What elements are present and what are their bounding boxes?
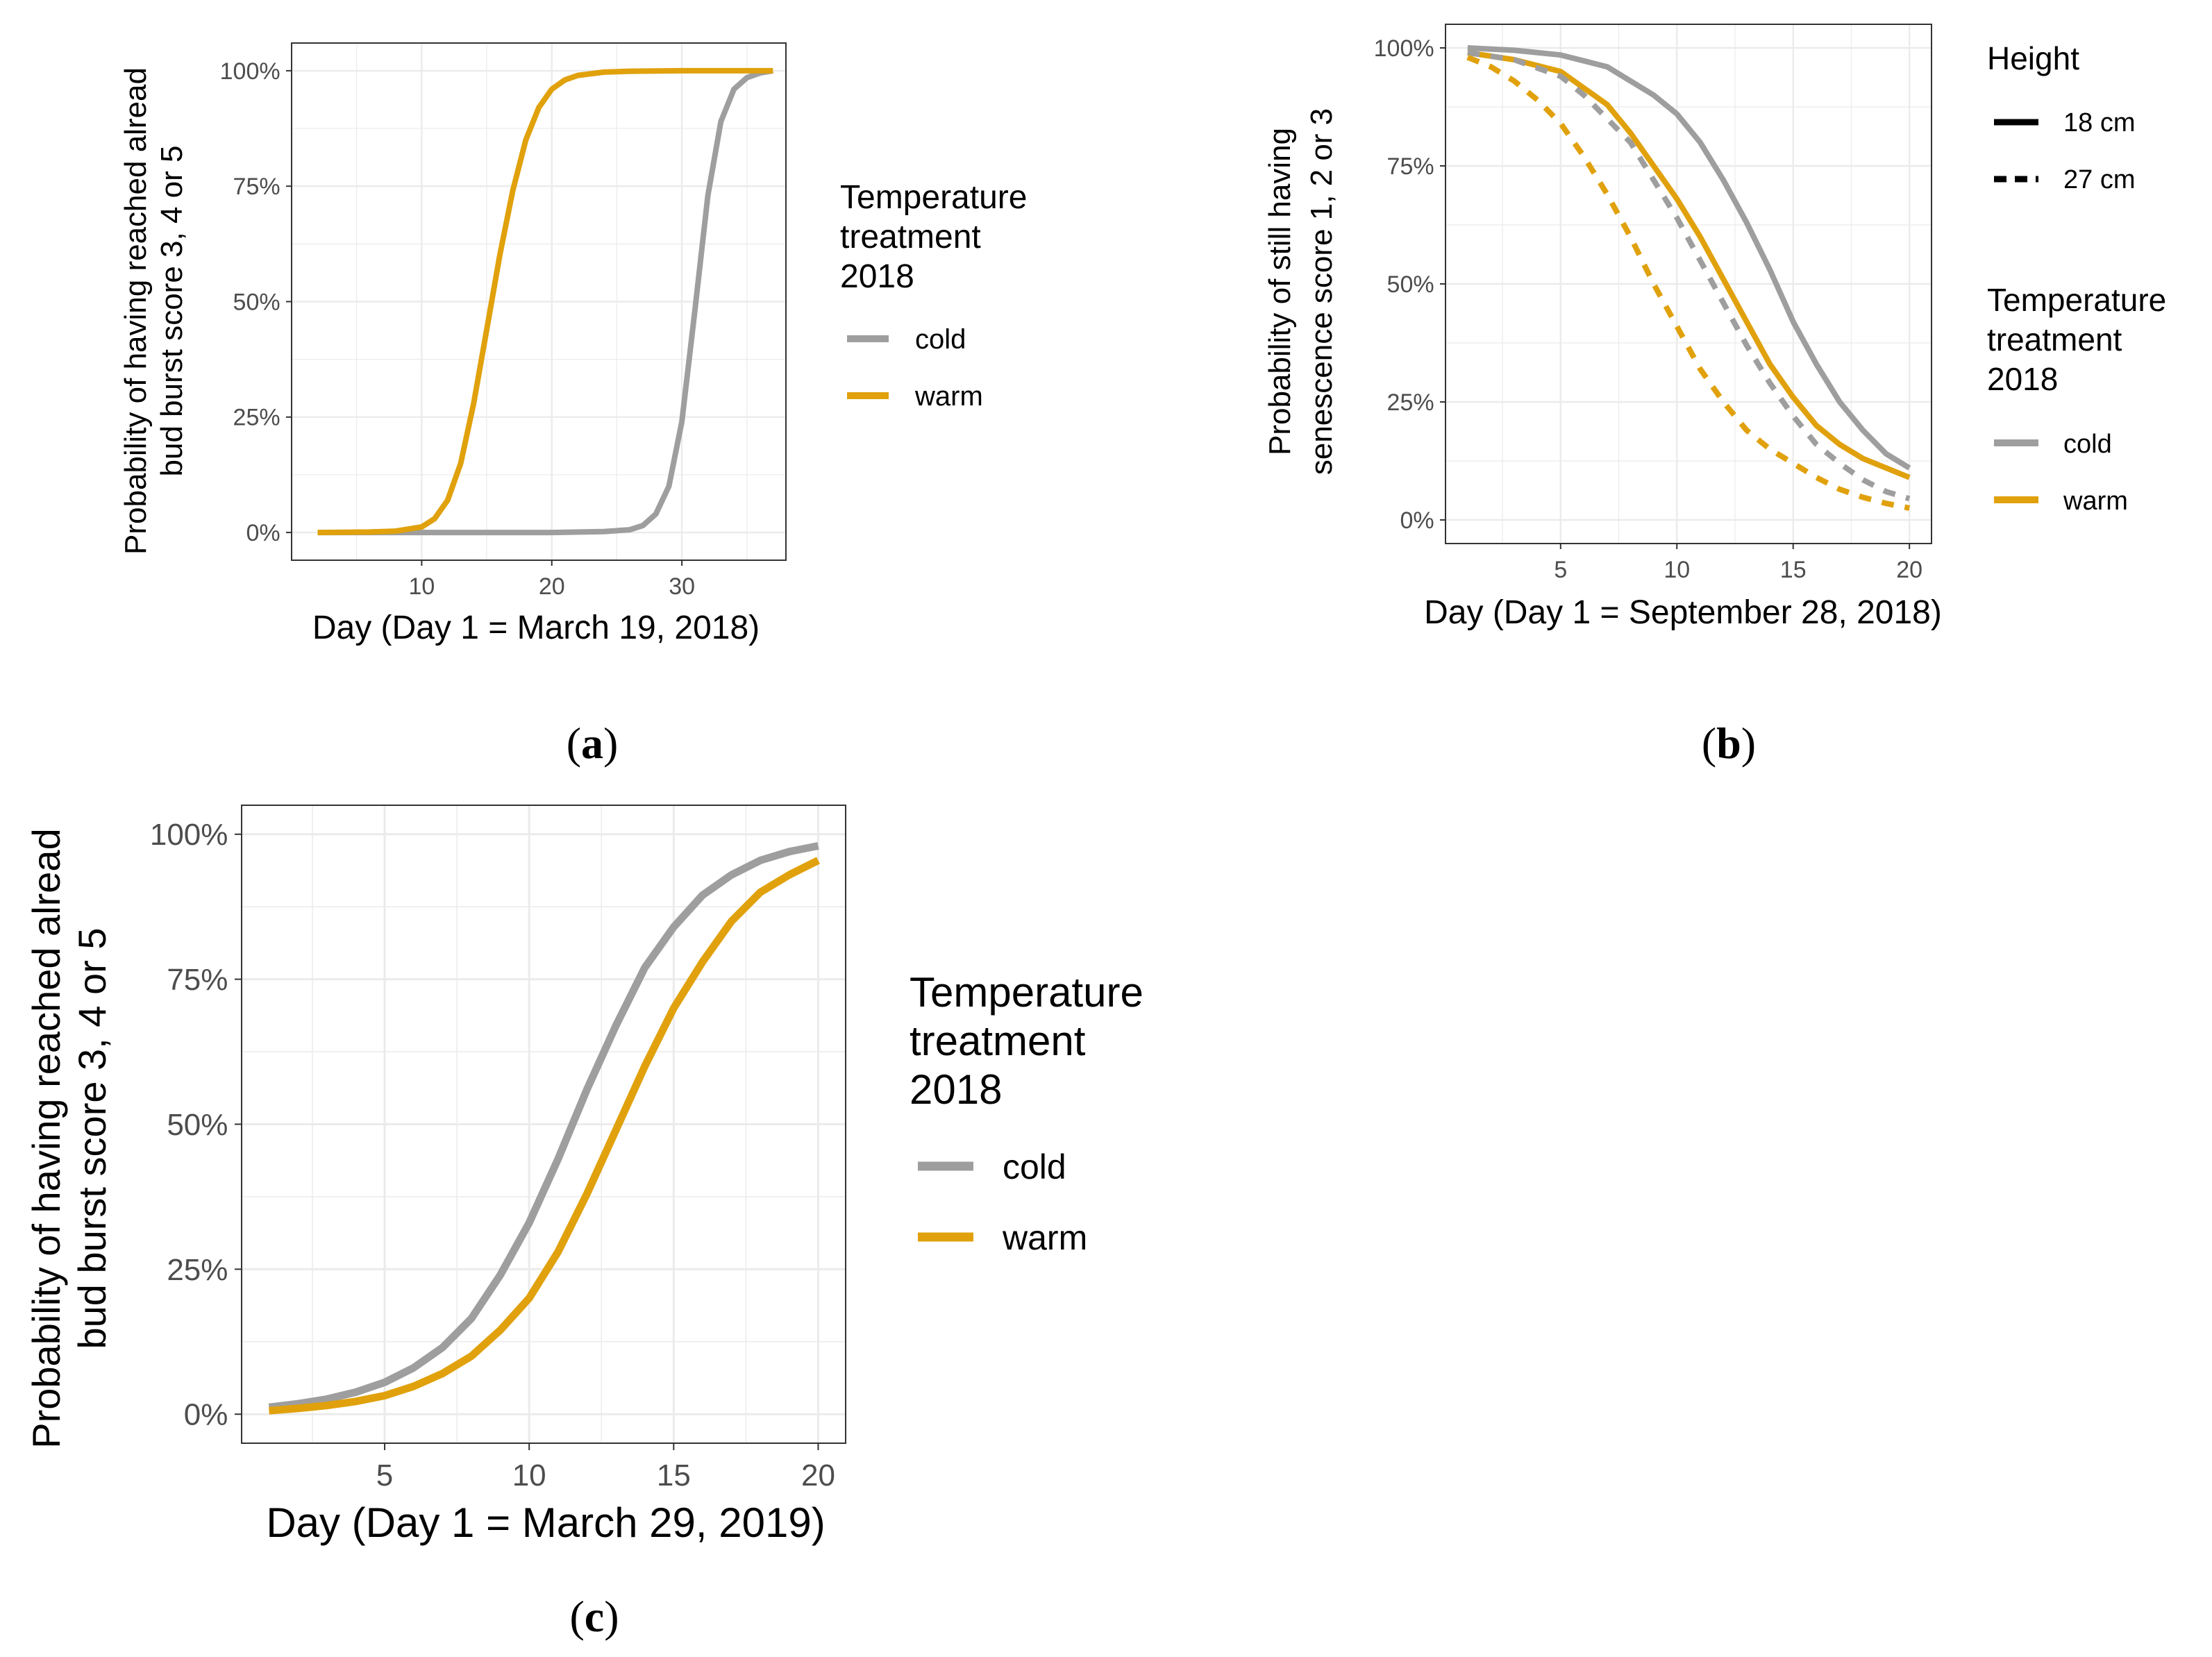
series-line-warm — [269, 857, 820, 1415]
x-tick-label: 20 — [1896, 557, 1922, 583]
x-tick-label: 20 — [539, 573, 565, 600]
y-tick-label: 50% — [167, 1108, 228, 1142]
ylabel-b-line1: Probability of still having — [1263, 128, 1297, 455]
series-line-warm — [317, 67, 773, 536]
legend-c: Temperature treatment 2018 cold warm — [910, 969, 1143, 1257]
legend-b-title-1: Temperature — [1987, 282, 2166, 318]
panel-label-c-letter: c — [585, 1592, 604, 1641]
x-tick-label: 10 — [512, 1458, 546, 1492]
ylabel-a-line2: bud burst score 3, 4 or 5 — [155, 146, 189, 477]
y-tick-label: 100% — [1374, 35, 1434, 62]
xlabel-c: Day (Day 1 = March 29, 2019) — [266, 1499, 825, 1546]
panel-label-a: (a) — [567, 718, 619, 768]
legend-b-18cm-label: 18 cm — [2063, 108, 2135, 137]
y-tick-label: 25% — [233, 405, 280, 431]
legend-b-title-2: treatment — [1987, 321, 2122, 358]
series-line-cold — [317, 67, 773, 536]
legend-a: Temperature treatment 2018 cold warm — [840, 179, 1027, 412]
legend-b-27cm-label: 27 cm — [2063, 165, 2135, 194]
legend-c-title-3: 2018 — [910, 1066, 1002, 1113]
x-tick-label: 15 — [657, 1458, 691, 1492]
xlabel-b: Day (Day 1 = September 28, 2018) — [1424, 594, 1942, 631]
series-line-cold-18cm — [1467, 45, 1911, 471]
plot-area-c: 5 10 15 20 0% 25% 50% 75% 100% — [150, 805, 846, 1492]
plot-area-a: 10 20 30 0% 25% 50% 75% 100% — [220, 42, 787, 600]
series-line-warm-27cm — [1466, 54, 1910, 511]
y-tick-label: 50% — [233, 289, 280, 315]
series-line-warm-18cm — [1467, 49, 1911, 480]
legend-a-cold-label: cold — [915, 324, 966, 355]
x-tick-label: 5 — [1554, 557, 1567, 583]
y-tick-label: 100% — [220, 58, 280, 85]
panel-label-b-letter: b — [1716, 718, 1741, 768]
legend-b-cold-label: cold — [2063, 430, 2112, 459]
legend-a-title-3: 2018 — [840, 258, 914, 295]
y-tick-label: 0% — [246, 520, 280, 546]
panel-label-a-letter: a — [581, 718, 603, 768]
series-line-cold — [268, 842, 819, 1411]
x-tick-label: 30 — [669, 573, 695, 600]
x-tick-label: 10 — [1664, 557, 1690, 583]
legend-b-warm-label: warm — [2063, 487, 2128, 516]
y-tick-label: 0% — [184, 1398, 228, 1432]
legend-a-warm-label: warm — [914, 381, 983, 412]
legend-b: Height 18 cm 27 cm Temperature treatment… — [1987, 40, 2166, 516]
legend-c-title-2: treatment — [910, 1018, 1086, 1064]
x-tick-label: 10 — [408, 573, 435, 600]
x-tick-label: 5 — [376, 1458, 393, 1492]
panel-label-b: (b) — [1702, 718, 1756, 768]
legend-a-title-1: Temperature — [840, 179, 1027, 216]
ylabel-b-line2: senescence score 1, 2 or 3 — [1305, 108, 1339, 475]
legend-b-height-title: Height — [1987, 40, 2079, 76]
panel-b: 5 10 15 20 0% 25% 50% 75% 100% Probability of st… — [1263, 24, 2166, 768]
legend-c-title-1: Temperature — [910, 969, 1143, 1016]
y-tick-label: 75% — [233, 174, 280, 200]
series-line-cold-27cm — [1467, 49, 1911, 502]
ylabel-c-line1: Probability of having reached alread — [24, 828, 68, 1448]
y-tick-label: 75% — [1387, 153, 1434, 180]
xlabel-a: Day (Day 1 = March 19, 2018) — [312, 609, 760, 646]
ylabel-a-line1: Probability of having reached alread — [119, 67, 153, 555]
x-tick-label: 15 — [1780, 557, 1807, 583]
y-tick-label: 100% — [150, 818, 228, 852]
legend-c-cold-label: cold — [1003, 1147, 1066, 1186]
legend-a-title-2: treatment — [840, 219, 981, 255]
y-tick-label: 0% — [1400, 507, 1434, 534]
x-tick-label: 20 — [801, 1458, 835, 1492]
legend-c-warm-label: warm — [1002, 1218, 1087, 1257]
panel-a: 10 20 30 0% 25% 50% 75% 100% Probability of hav… — [119, 42, 1027, 768]
ylabel-c-line2: bud burst score 3, 4 or 5 — [70, 927, 114, 1349]
y-tick-label: 25% — [167, 1253, 228, 1287]
panel-c: 5 10 15 20 0% 25% 50% 75% 100% Probability of ha… — [24, 805, 1143, 1641]
y-tick-label: 75% — [167, 963, 228, 997]
y-tick-label: 25% — [1387, 389, 1434, 416]
plot-area-b: 5 10 15 20 0% 25% 50% 75% 100% — [1374, 24, 1932, 583]
y-tick-label: 50% — [1387, 271, 1434, 298]
legend-b-title-3: 2018 — [1987, 361, 2058, 397]
panel-label-c: (c) — [569, 1592, 619, 1641]
